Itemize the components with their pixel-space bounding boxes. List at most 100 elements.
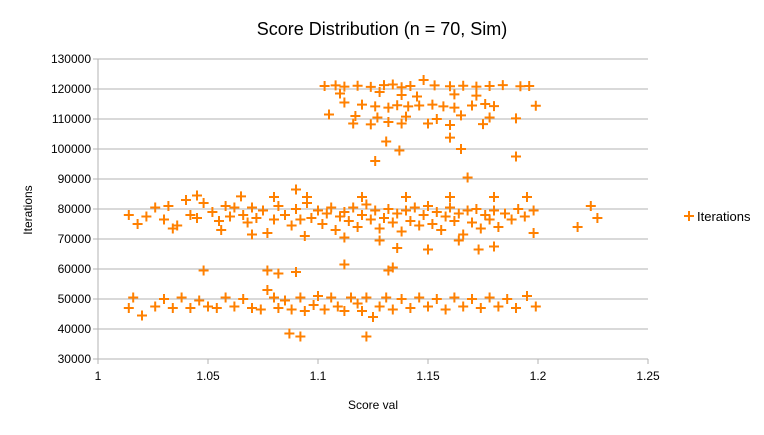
data-point-marker [475, 303, 486, 313]
data-point-marker [321, 208, 332, 219]
data-point-marker [361, 199, 372, 210]
data-point-marker [484, 214, 495, 225]
data-point-marker [513, 204, 524, 214]
data-point-marker [299, 306, 310, 316]
data-point-marker [383, 102, 394, 113]
data-point-marker [445, 202, 455, 213]
data-point-marker [339, 259, 350, 270]
data-point-marker [229, 202, 240, 213]
data-point-marker [167, 223, 178, 234]
y-tick-label: 50000 [58, 292, 92, 306]
data-point-marker [414, 100, 425, 111]
data-point-marker [392, 100, 403, 111]
y-axis-title: Iterations [21, 185, 35, 234]
data-point-marker [357, 192, 367, 202]
data-point-marker [396, 226, 407, 237]
data-point-marker [273, 303, 284, 313]
data-point-marker [132, 219, 143, 229]
data-point-marker [471, 90, 482, 101]
data-point-marker [572, 222, 583, 232]
legend-label: Iterations [697, 209, 751, 224]
data-point-marker [497, 80, 508, 91]
data-point-marker [445, 81, 455, 92]
data-point-marker [348, 202, 359, 213]
data-point-marker [449, 216, 460, 226]
data-point-marker [365, 214, 376, 225]
data-point-marker [295, 331, 306, 342]
data-point-marker [414, 220, 425, 231]
data-point-marker [396, 294, 407, 304]
data-point-marker [123, 210, 134, 220]
data-point-marker [295, 292, 306, 303]
data-point-marker [128, 292, 139, 303]
y-tick-label: 40000 [58, 322, 92, 336]
data-point-marker [511, 151, 521, 162]
data-point-marker [458, 80, 469, 91]
data-point-marker [335, 88, 345, 99]
data-point-marker [462, 205, 473, 216]
y-tick-label: 130000 [51, 52, 91, 66]
data-point-marker [423, 244, 433, 255]
data-point-marker [339, 97, 350, 108]
data-point-marker [225, 211, 235, 222]
data-point-marker [475, 223, 486, 234]
axes [93, 58, 649, 364]
chart-title: Score Distribution (n = 70, Sim) [257, 19, 508, 39]
y-tick-label: 60000 [58, 262, 92, 276]
data-point-marker [185, 303, 196, 313]
data-point-marker [489, 241, 499, 252]
data-point-marker [229, 301, 240, 312]
data-point-marker [273, 268, 284, 279]
data-point-marker [414, 292, 425, 303]
data-point-marker [332, 301, 343, 312]
x-tick-label: 1 [95, 369, 102, 383]
data-point-marker [480, 99, 491, 109]
data-point-marker [427, 219, 438, 229]
data-point-marker [339, 207, 350, 217]
data-point-marker [280, 295, 290, 306]
y-tick-label: 110000 [52, 112, 91, 126]
data-point-marker [412, 91, 422, 102]
data-point-marker [471, 204, 482, 214]
data-point-marker [387, 304, 398, 315]
data-point-marker [238, 294, 249, 304]
data-point-marker [348, 118, 359, 129]
data-point-marker [339, 81, 350, 92]
data-point-marker [440, 211, 451, 222]
data-point-marker [192, 190, 202, 201]
data-point-marker [379, 80, 389, 91]
data-point-marker [374, 223, 385, 234]
data-point-marker [478, 119, 488, 130]
data-point-marker [262, 285, 273, 295]
data-point-marker [326, 292, 337, 303]
data-point-marker [440, 304, 451, 315]
x-tick-label: 1.05 [196, 369, 220, 383]
data-point-marker [401, 192, 411, 202]
data-point-marker [176, 292, 187, 303]
data-point-marker [449, 292, 460, 303]
data-point-marker [467, 217, 477, 228]
data-point-marker [528, 228, 539, 238]
data-point-marker [401, 205, 411, 216]
data-point-marker [409, 202, 420, 213]
data-point-marker [453, 235, 464, 246]
data-point-marker [198, 265, 209, 276]
data-point-marker [506, 214, 517, 225]
data-point-marker [167, 303, 178, 313]
data-point-marker [493, 301, 504, 312]
x-tick-label: 1.25 [636, 369, 660, 383]
data-point-marker [484, 112, 495, 123]
data-point-marker [330, 80, 341, 91]
data-point-marker [324, 109, 334, 120]
data-point-marker [383, 117, 394, 127]
data-point-marker [429, 80, 440, 91]
data-point-marker [159, 294, 169, 304]
x-tick-label: 1.15 [416, 369, 440, 383]
data-point-marker [493, 222, 504, 232]
data-point-marker [431, 207, 442, 217]
data-point-marker [480, 210, 491, 220]
data-point-marker [403, 101, 414, 112]
data-point-marker [370, 205, 381, 216]
data-point-marker [319, 304, 330, 315]
data-point-marker [255, 304, 266, 315]
